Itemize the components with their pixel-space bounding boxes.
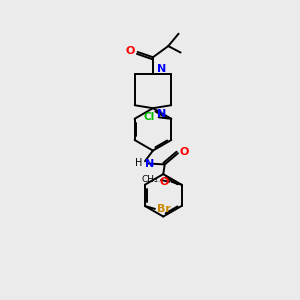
Text: N: N <box>158 64 166 74</box>
Text: O: O <box>160 177 169 187</box>
Text: O: O <box>126 46 135 56</box>
Text: N: N <box>158 109 166 119</box>
Text: methoxy: methoxy <box>155 181 161 182</box>
Text: O: O <box>180 147 189 157</box>
Text: Br: Br <box>157 205 171 214</box>
Text: H: H <box>135 158 142 168</box>
Text: N: N <box>145 158 154 169</box>
Text: Cl: Cl <box>144 112 155 122</box>
Text: CH₃: CH₃ <box>141 175 158 184</box>
